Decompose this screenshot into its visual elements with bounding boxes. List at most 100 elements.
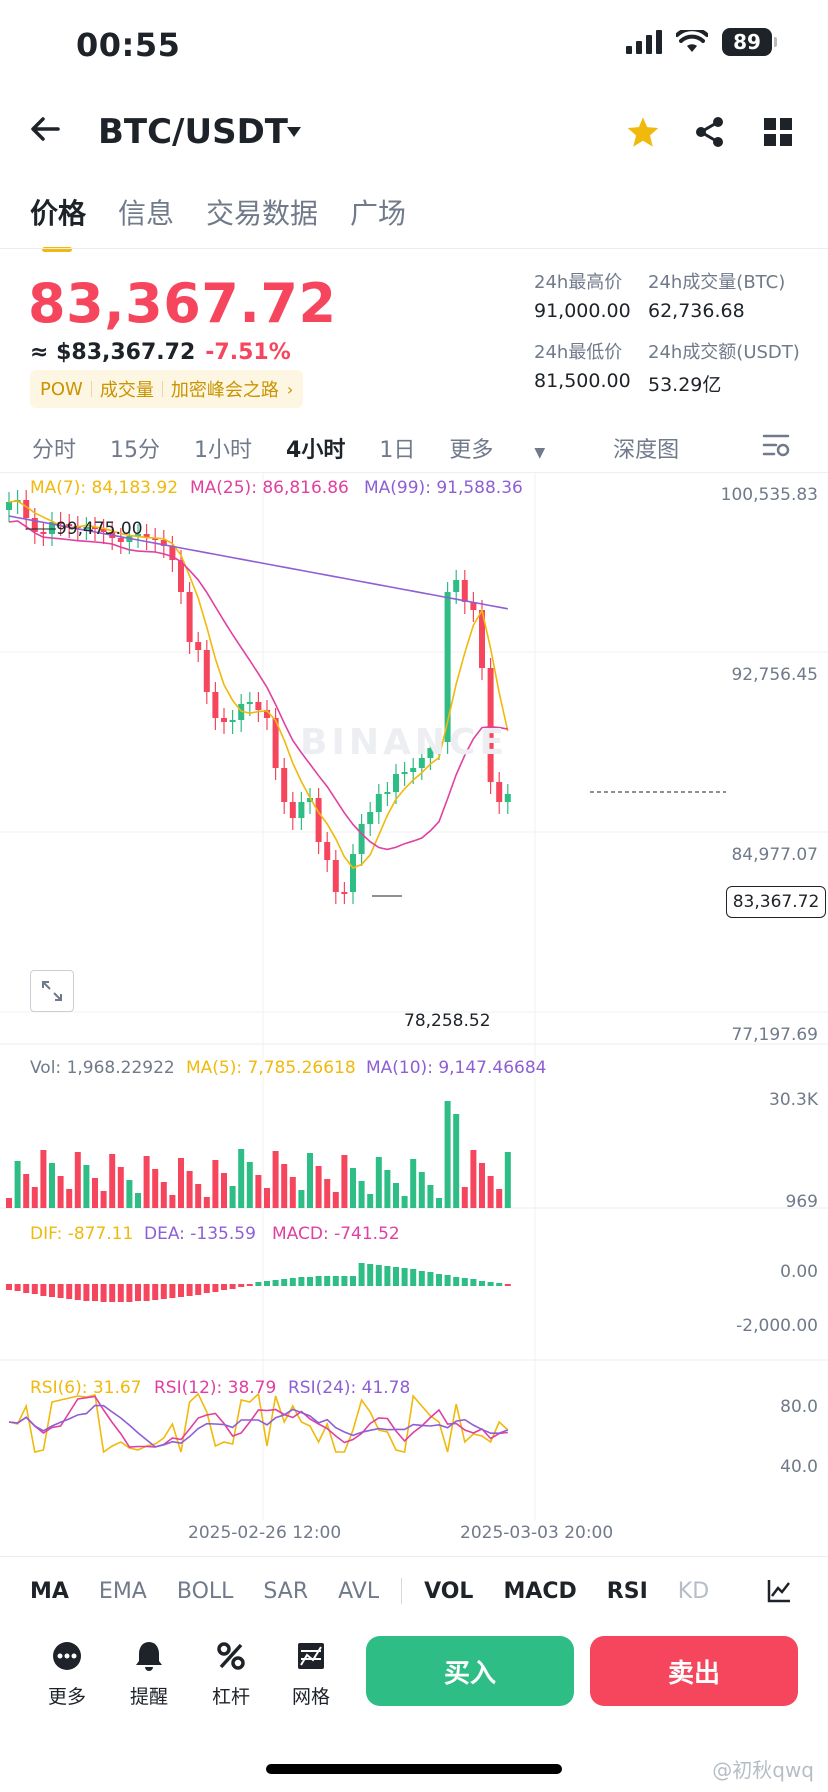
candle-body [444,592,451,742]
price-axis-label: 77,197.69 [731,1025,818,1045]
candle-body [246,702,253,704]
volume-bar [307,1153,313,1208]
candle-body [92,527,98,529]
macd-bar [178,1284,184,1297]
volume-bar [66,1189,73,1208]
last-price-label: 83,367.72 [726,886,826,918]
tab-price[interactable]: 价格 [30,192,86,252]
nav-leverage[interactable]: 杠杆 [196,1636,266,1709]
tag-strip[interactable]: POW 成交量 加密峰会之路 › [30,370,304,408]
macd-bar [6,1284,12,1290]
macd-bar [152,1284,159,1300]
price-axis-label: 84,977.07 [731,845,818,865]
macd-bar [375,1265,382,1286]
interval-4h[interactable]: 4小时 [286,438,346,463]
indicator-macd[interactable]: MACD [503,1578,577,1604]
chart-settings-icon[interactable] [762,432,790,458]
indicator-ma[interactable]: MA [30,1578,69,1604]
kline-chart[interactable] [0,472,828,1520]
stat-low: 81,500.00 [534,370,631,392]
volume-bar [427,1185,434,1208]
nav-more[interactable]: 更多 [32,1636,102,1709]
volume-bar [341,1155,348,1208]
back-arrow-icon[interactable] [30,116,60,142]
candle-body [504,794,511,802]
grid-chart-icon [276,1636,346,1676]
macd-bar [31,1284,38,1294]
interval-1d[interactable]: 1日 [379,438,416,463]
interval-more-label: 更多 [449,438,494,463]
candle-body [6,502,12,510]
interval-depth[interactable]: 深度图 [613,438,680,463]
candle-body [143,534,150,538]
rsi6-legend: RSI(6): 31.67 [30,1378,142,1398]
candle-body [255,702,262,710]
pair-dropdown-icon[interactable] [286,126,302,138]
ma7-line [8,500,509,869]
layout-grid-icon[interactable] [764,118,792,146]
volume-bar [40,1150,47,1208]
interval-timeline[interactable]: 分时 [32,438,77,463]
indicator-ema[interactable]: EMA [98,1578,147,1604]
candle-body [169,546,176,560]
price-axis-label: 92,756.45 [731,665,818,685]
macd-axis-label: -2,000.00 [736,1316,818,1336]
volume-bar [461,1187,468,1208]
macd-bar [350,1276,356,1286]
volume-bar [74,1152,81,1208]
tab-square[interactable]: 广场 [350,197,407,230]
volume-bar [23,1174,30,1208]
last-price: 83,367.72 [28,272,337,335]
share-icon[interactable] [694,116,726,148]
sell-button[interactable]: 卖出 [590,1636,798,1706]
interval-more[interactable]: 更多 ▼ [449,432,579,464]
nav-grid[interactable]: 网格 [276,1636,346,1709]
candle-body [461,580,468,602]
indicator-boll[interactable]: BOLL [176,1578,234,1604]
indicator-avl[interactable]: AVL [338,1578,380,1604]
interval-1h[interactable]: 1小时 [194,438,253,463]
vol-axis-label: 969 [785,1192,818,1212]
macd-bar [23,1284,30,1293]
volume-bar [479,1163,485,1208]
interval-15m[interactable]: 15分 [110,438,161,463]
stat-vol-usdt-label: 24h成交额(USDT) [648,342,800,363]
indicator-settings-icon[interactable] [766,1578,792,1604]
tab-info[interactable]: 信息 [118,197,175,230]
volume-bar [6,1198,12,1208]
tag-volume[interactable]: 成交量 [99,380,154,401]
candle-body [272,718,279,768]
stat-vol-usdt: 53.29亿 [648,374,722,396]
volume-bar [83,1165,90,1208]
macd-bar [100,1284,107,1302]
fullscreen-button[interactable] [30,970,74,1012]
volume-bar [367,1194,374,1208]
buy-button[interactable]: 买入 [366,1636,574,1706]
nav-alert[interactable]: 提醒 [114,1636,184,1709]
more-dots-icon [32,1636,102,1676]
dea-legend: DEA: -135.59 [144,1224,256,1244]
candle-body [49,522,55,534]
macd-bar [315,1276,322,1286]
indicator-kd[interactable]: KD [677,1578,710,1604]
nav-more-label: 更多 [47,1686,86,1708]
pair-title[interactable]: BTC/USDT [98,112,288,152]
indicator-rsi[interactable]: RSI [606,1578,648,1604]
rsi24-legend: RSI(24): 41.78 [288,1378,411,1398]
tag-summit[interactable]: 加密峰会之路 [170,380,279,401]
volume-bar [178,1158,184,1208]
macd-bar [255,1282,262,1286]
macd-bar [126,1284,133,1302]
volume-bar [375,1157,382,1208]
volume-bar [143,1156,150,1208]
volume-bar [384,1170,391,1208]
indicator-sar[interactable]: SAR [263,1578,309,1604]
indicator-vol[interactable]: VOL [424,1578,474,1604]
macd-bar [470,1279,477,1286]
favorite-star-icon[interactable] [626,116,660,148]
candle-body [479,610,485,668]
tab-trade-data[interactable]: 交易数据 [206,197,319,230]
tag-pow[interactable]: POW [40,378,83,400]
macd-bar [57,1284,64,1298]
price-axis-label: 100,535.83 [720,485,818,505]
